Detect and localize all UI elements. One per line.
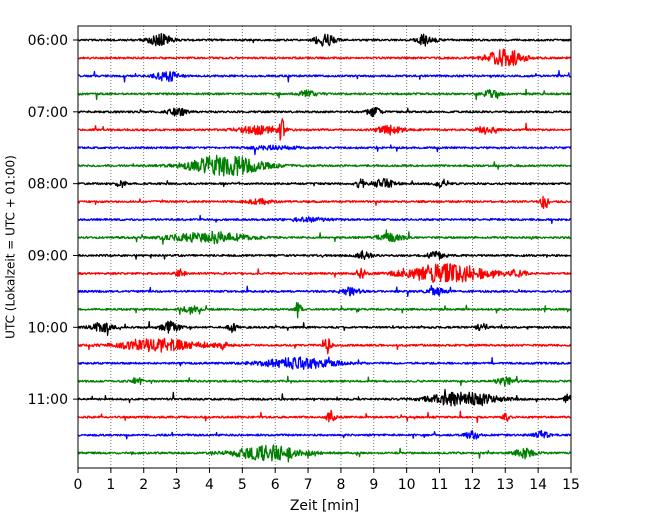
x-tick-label: 12 xyxy=(463,477,481,493)
x-tick-label: 10 xyxy=(398,477,416,493)
trace-0800 xyxy=(77,178,572,189)
trace-0615 xyxy=(77,48,572,67)
trace-1145 xyxy=(77,444,572,463)
x-tick-label: 14 xyxy=(529,477,547,493)
trace-1045 xyxy=(77,375,572,387)
trace-0845 xyxy=(77,229,572,245)
y-tick-label: 06:00 xyxy=(28,33,68,49)
trace-0915 xyxy=(77,263,572,284)
x-tick-label: 8 xyxy=(336,477,345,493)
x-tick-label: 9 xyxy=(369,477,378,493)
trace-1115 xyxy=(77,409,572,424)
y-tick-label: 08:00 xyxy=(28,177,68,193)
plot-frame xyxy=(77,25,572,469)
y-tick-label: 11:00 xyxy=(28,392,68,408)
y-tick-label: 10:00 xyxy=(28,320,68,336)
x-tick-label: 6 xyxy=(271,477,280,493)
trace-0900 xyxy=(77,250,572,261)
trace-1030 xyxy=(77,356,572,370)
x-axis: 0 1 2 3 4 5 6 7 8 9 10 11 12 13 14 15 xyxy=(74,468,580,493)
x-axis-label: Zeit [min] xyxy=(290,498,359,514)
y-tick-label: 09:00 xyxy=(28,248,68,264)
x-tick-label: 2 xyxy=(139,477,148,493)
trace-1015 xyxy=(77,337,572,355)
x-tick-label: 5 xyxy=(238,477,247,493)
trace-1130 xyxy=(77,429,572,440)
trace-0745 xyxy=(77,154,572,177)
trace-1000 xyxy=(77,320,572,337)
trace-0715 xyxy=(77,118,572,141)
x-tick-label: 11 xyxy=(431,477,449,493)
x-tick-label: 4 xyxy=(205,477,214,493)
trace-0815 xyxy=(77,195,572,210)
trace-0630 xyxy=(77,70,572,83)
x-tick-label: 3 xyxy=(172,477,181,493)
trace-0645 xyxy=(77,88,572,101)
trace-0830 xyxy=(77,214,572,225)
y-tick-label: 07:00 xyxy=(28,105,68,121)
x-tick-label: 0 xyxy=(74,477,83,493)
x-tick-label: 13 xyxy=(496,477,514,493)
trace-0930 xyxy=(77,285,572,297)
trace-0945 xyxy=(77,302,572,319)
trace-0700 xyxy=(77,106,572,118)
y-axis-label: UTC (Lokalzeit = UTC + 01:00) xyxy=(4,155,18,339)
seismic-traces xyxy=(77,32,572,463)
x-tick-label: 7 xyxy=(304,477,313,493)
trace-1100 xyxy=(77,388,572,407)
trace-0730 xyxy=(77,144,572,156)
x-tick-label: 15 xyxy=(562,477,580,493)
y-axis: 06:00 07:00 08:00 09:00 10:00 11:00 xyxy=(28,33,78,408)
x-tick-label: 1 xyxy=(106,477,115,493)
trace-0600 xyxy=(77,32,572,47)
